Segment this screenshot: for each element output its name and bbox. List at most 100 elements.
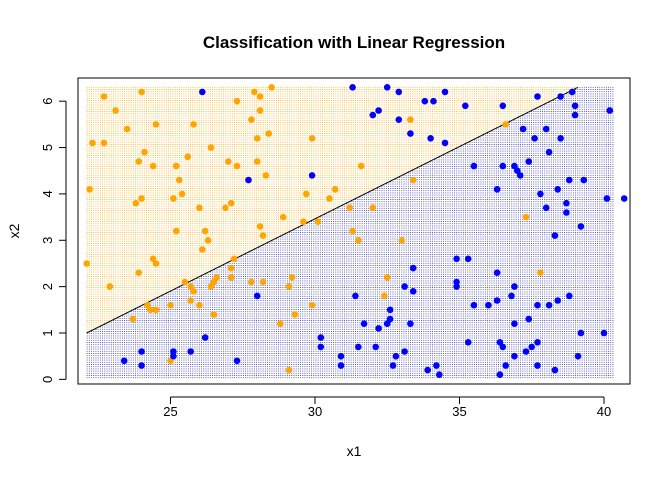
orange-point (86, 186, 93, 193)
orange-point (138, 195, 145, 202)
orange-point (201, 227, 209, 235)
orange-point (129, 315, 137, 323)
x-axis-label: x1 (347, 443, 362, 459)
orange-point (349, 227, 356, 235)
y-tick-label: 2 (40, 283, 55, 290)
blue-point (427, 135, 434, 142)
orange-point (152, 121, 160, 128)
orange-point (277, 320, 284, 328)
blue-point (441, 88, 449, 96)
orange-point (346, 204, 354, 212)
decision-boundary-layer (86, 86, 579, 334)
orange-point (227, 264, 235, 272)
orange-point (184, 153, 192, 161)
blue-point (401, 283, 408, 290)
chart-title: Classification with Linear Regression (203, 33, 505, 52)
orange-point (181, 278, 189, 286)
blue-point (372, 343, 380, 351)
orange-point (251, 88, 258, 96)
blue-point (537, 190, 544, 198)
blue-point (464, 255, 472, 263)
orange-point (135, 269, 142, 277)
blue-point (138, 362, 145, 369)
blue-point (571, 111, 579, 119)
blue-point (453, 278, 460, 286)
blue-point (499, 343, 507, 351)
axes-layer: 25 30 35 40 0 1 2 3 4 5 6 (40, 98, 611, 419)
orange-point (100, 93, 108, 100)
blue-point (462, 102, 469, 110)
orange-point (233, 97, 241, 105)
orange-point (230, 255, 238, 263)
orange-point (196, 301, 203, 309)
orange-point (369, 204, 377, 212)
orange-series (83, 84, 576, 374)
orange-point (253, 158, 261, 165)
orange-point (170, 195, 177, 202)
y-axis-label: x2 (6, 223, 22, 238)
y-tick-label: 3 (40, 237, 55, 244)
plot-frame (77, 77, 631, 385)
blue-point (534, 339, 541, 346)
blue-series (120, 84, 628, 379)
blue-point (453, 255, 460, 263)
decision-boundary-line (86, 86, 579, 334)
blue-point (574, 352, 582, 360)
data-points-layer (83, 84, 628, 379)
orange-point (256, 223, 264, 230)
blue-point (545, 301, 553, 309)
orange-point (138, 88, 145, 96)
orange-point (262, 172, 270, 179)
orange-point (227, 274, 235, 281)
blue-point (424, 366, 432, 374)
blue-point (516, 172, 524, 179)
blue-point (566, 292, 573, 300)
blue-point (525, 315, 533, 323)
orange-point (141, 148, 148, 156)
blue-point (436, 371, 443, 379)
blue-point (392, 352, 400, 360)
orange-point (285, 283, 293, 290)
blue-point (563, 199, 570, 207)
x-tick-label: 35 (452, 404, 466, 419)
blue-point (470, 301, 478, 309)
blue-point (401, 348, 408, 355)
blue-point (600, 329, 608, 337)
blue-point (375, 107, 382, 114)
blue-point (606, 107, 614, 114)
y-tick-label: 0 (40, 376, 55, 383)
blue-point (421, 97, 429, 105)
blue-point (620, 195, 628, 202)
blue-point (369, 111, 377, 119)
orange-point (173, 162, 180, 170)
blue-point (430, 97, 437, 105)
orange-point (259, 278, 267, 286)
blue-point (577, 223, 585, 230)
blue-point (580, 176, 588, 184)
blue-point (577, 329, 585, 337)
orange-point (207, 144, 215, 151)
orange-point (222, 204, 229, 212)
orange-point (357, 162, 365, 170)
blue-point (433, 362, 440, 369)
blue-point (568, 88, 576, 96)
orange-point (502, 121, 510, 128)
orange-point (522, 213, 530, 221)
blue-point (355, 343, 362, 351)
blue-point (522, 348, 530, 355)
blue-point (120, 357, 128, 365)
blue-point (557, 135, 564, 142)
x-tick-label: 40 (597, 404, 611, 419)
blue-point (253, 292, 261, 300)
blue-point (525, 158, 533, 165)
blue-point (395, 116, 403, 123)
blue-point (554, 297, 561, 304)
blue-point (563, 209, 570, 216)
blue-point (542, 125, 550, 133)
blue-point (493, 269, 501, 277)
blue-point (386, 306, 394, 314)
blue-point (375, 325, 382, 332)
blue-point (554, 186, 561, 193)
blue-point (508, 292, 515, 300)
